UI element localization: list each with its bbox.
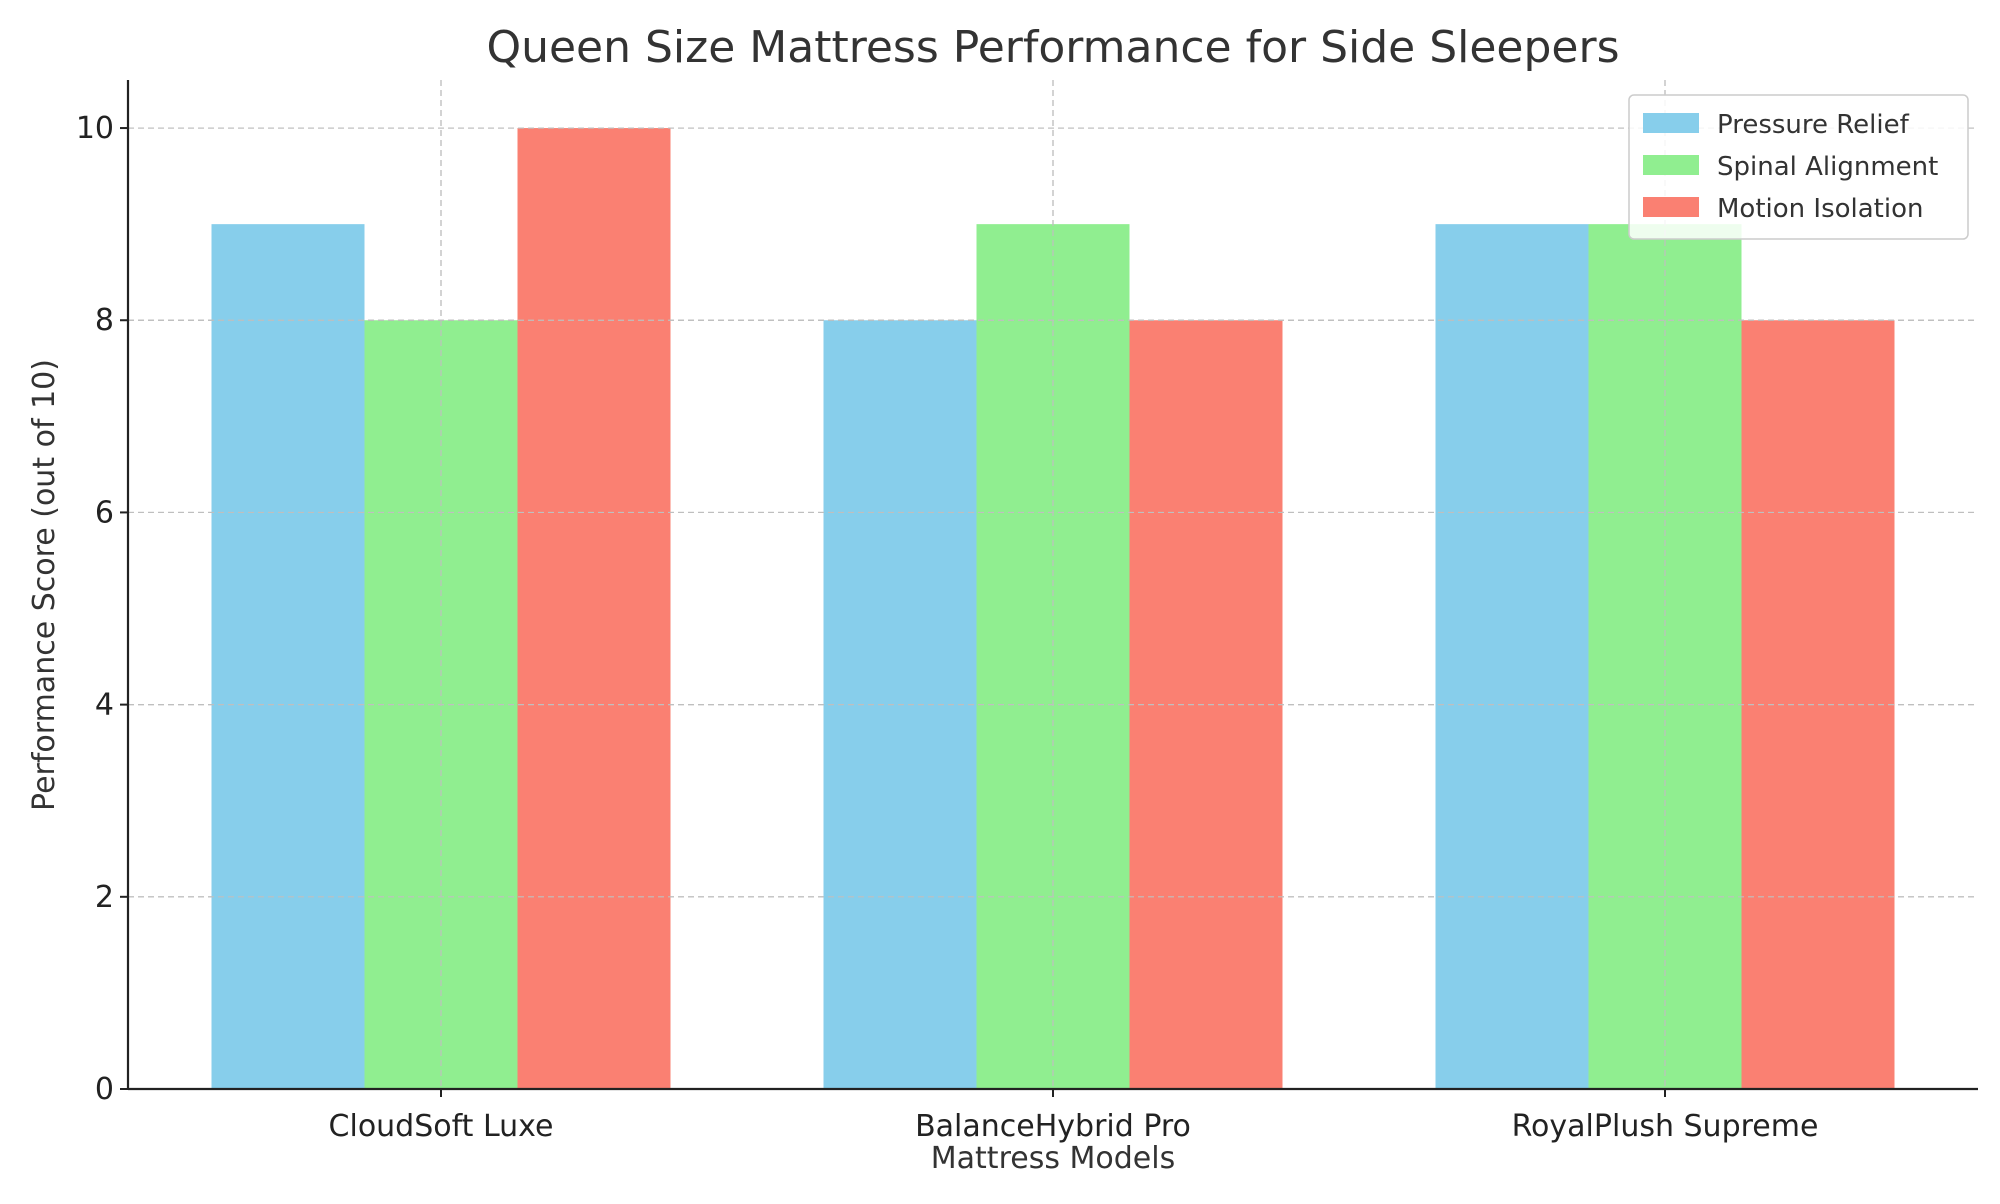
chart-title: Queen Size Mattress Performance for Side…	[486, 22, 1619, 73]
x-axis-label: Mattress Models	[931, 1141, 1175, 1176]
y-tick-label: 2	[95, 880, 114, 915]
bar-motion-isolation	[517, 128, 671, 1090]
x-tick-label: CloudSoft Luxe	[329, 1109, 554, 1144]
x-tick-label: BalanceHybrid Pro	[915, 1109, 1191, 1144]
y-tick-label: 0	[95, 1072, 114, 1107]
tick-labels: 0 2 4 6 8 10 CloudSoft Luxe BalanceHybrid Pro Ro…	[76, 111, 1819, 1144]
bar-motion-isolation	[1129, 320, 1283, 1089]
axes	[120, 80, 1978, 1097]
bar-pressure-relief	[1435, 224, 1589, 1090]
legend-label: Spinal Alignment	[1717, 152, 1938, 182]
y-tick-label: 6	[95, 495, 114, 530]
legend-label: Motion Isolation	[1717, 194, 1924, 224]
y-axis-label: Performance Score (out of 10)	[27, 359, 62, 811]
x-tick-label: RoyalPlush Supreme	[1512, 1109, 1819, 1144]
y-tick-label: 4	[95, 688, 114, 723]
legend-label: Pressure Relief	[1717, 110, 1910, 140]
legend-swatch	[1643, 155, 1699, 175]
bar-pressure-relief	[211, 224, 365, 1090]
legend-swatch	[1643, 113, 1699, 133]
bars	[128, 80, 1978, 1090]
y-tick-label: 8	[95, 303, 114, 338]
y-tick-label: 10	[76, 111, 114, 146]
legend-swatch	[1643, 197, 1699, 217]
legend-box	[1628, 94, 1969, 240]
legend: Pressure Relief Spinal Alignment Motion Is…	[1628, 94, 1969, 240]
